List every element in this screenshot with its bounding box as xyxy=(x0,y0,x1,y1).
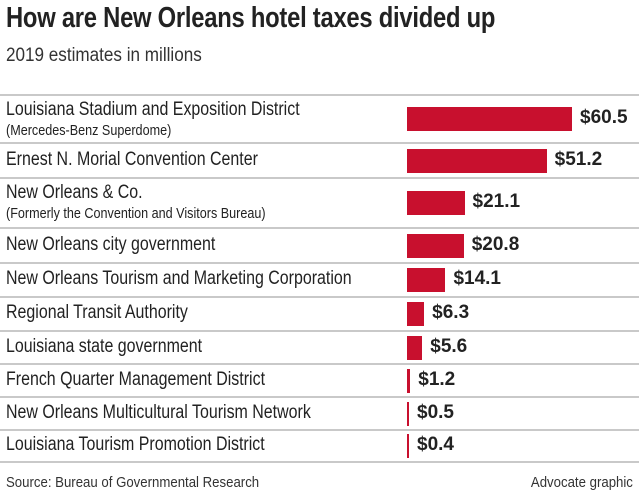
category-label: French Quarter Management District xyxy=(6,368,266,390)
bar xyxy=(407,268,446,292)
category-label: Louisiana state government xyxy=(6,335,203,357)
bar xyxy=(407,368,411,393)
bar-row: Louisiana state government $5.6 xyxy=(0,330,639,363)
value-label: $60.5 xyxy=(580,107,628,128)
bar-row: Regional Transit Authority $6.3 xyxy=(0,296,639,330)
bar xyxy=(407,148,547,173)
divider xyxy=(0,461,639,463)
bar-row: New Orleans Multicultural Tourism Networ… xyxy=(0,396,639,429)
bar-row: Ernest N. Morial Convention Center $51.2 xyxy=(0,142,639,177)
bar-row: French Quarter Management District $1.2 xyxy=(0,363,639,396)
bar xyxy=(407,335,423,360)
category-label: New Orleans & Co. xyxy=(6,182,143,203)
value-label: $6.3 xyxy=(432,302,470,323)
credit-note: Advocate graphic xyxy=(531,474,633,491)
bar xyxy=(407,434,409,458)
category-note: (Formerly the Convention and Visitors Bu… xyxy=(6,205,266,222)
bar xyxy=(407,233,464,258)
value-label: $14.1 xyxy=(453,268,501,289)
value-label: $5.6 xyxy=(430,335,468,357)
bar xyxy=(407,401,409,426)
source-note: Source: Bureau of Governmental Research xyxy=(6,474,260,491)
category-label: Louisiana Tourism Promotion District xyxy=(6,434,265,455)
category-label: New Orleans Multicultural Tourism Networ… xyxy=(6,401,311,423)
category-label: Louisiana Stadium and Exposition Distric… xyxy=(6,99,300,120)
value-label: $0.4 xyxy=(417,434,454,455)
category-label: New Orleans city government xyxy=(6,233,216,255)
bar xyxy=(407,191,465,215)
value-label: $1.2 xyxy=(418,368,456,390)
bar-row: Louisiana Tourism Promotion District $0.4 xyxy=(0,429,639,461)
chart-title: How are New Orleans hotel taxes divided … xyxy=(6,2,496,34)
bar-row: New Orleans city government $20.8 xyxy=(0,227,639,262)
category-label: Regional Transit Authority xyxy=(6,302,188,323)
value-label: $51.2 xyxy=(554,148,603,170)
category-label: Ernest N. Morial Convention Center xyxy=(6,148,258,170)
value-label: $0.5 xyxy=(417,401,454,423)
chart-subtitle: 2019 estimates in millions xyxy=(6,45,202,66)
category-label: New Orleans Tourism and Marketing Corpor… xyxy=(6,268,352,289)
bar xyxy=(407,107,572,131)
bar xyxy=(407,302,425,326)
bar-row: New Orleans & Co. (Formerly the Conventio… xyxy=(0,177,639,227)
category-note: (Mercedes-Benz Superdome) xyxy=(6,122,172,139)
bar-row: New Orleans Tourism and Marketing Corpor… xyxy=(0,262,639,296)
bar-row: Louisiana Stadium and Exposition Distric… xyxy=(0,94,639,142)
value-label: $20.8 xyxy=(471,233,520,255)
value-label: $21.1 xyxy=(472,191,521,212)
